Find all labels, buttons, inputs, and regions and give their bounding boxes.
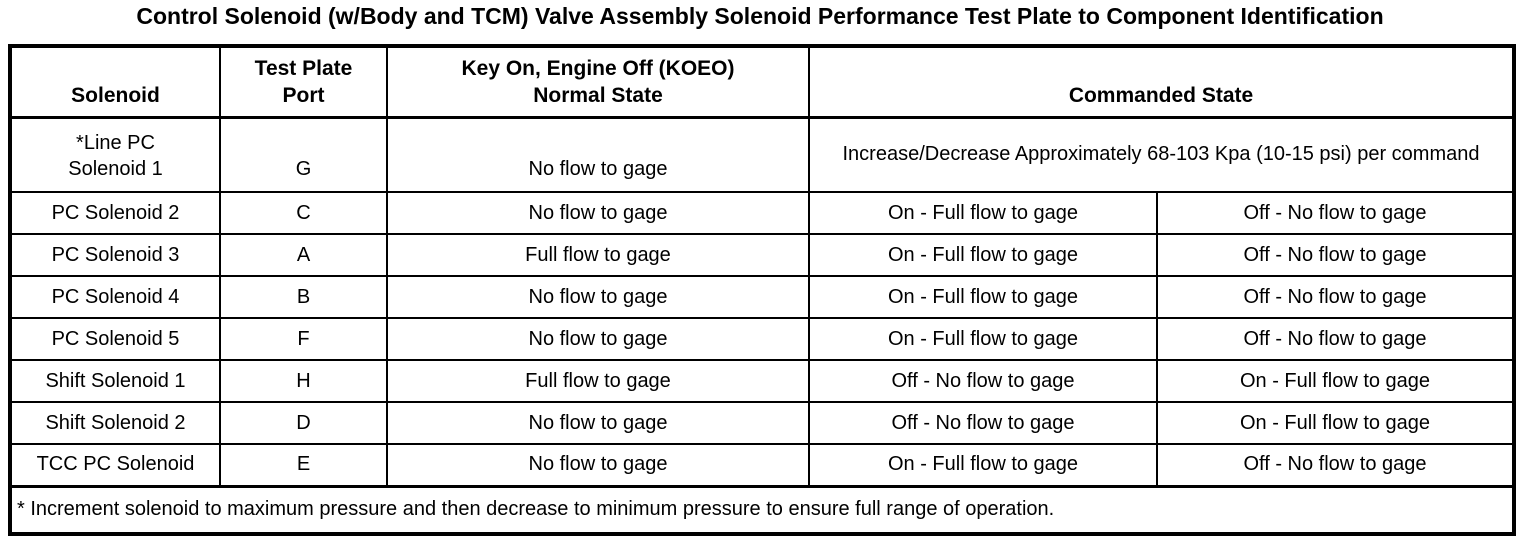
solenoid-cell: PC Solenoid 5 [9, 317, 221, 361]
normal-state-cell: No flow to gage [386, 116, 810, 193]
port-cell: F [219, 317, 388, 361]
solenoid-cell-line1: *Line PC [76, 132, 155, 154]
table-row: PC Solenoid 2 C No flow to gage On - Ful… [9, 191, 1515, 235]
header-solenoid-label: Solenoid [71, 83, 160, 107]
solenoid-cell: PC Solenoid 3 [9, 233, 221, 277]
port-cell: G [219, 116, 388, 193]
table-header-row: Solenoid Test Plate Port Key On, Engine … [9, 45, 1515, 119]
solenoid-cell: *Line PC Solenoid 1 [9, 116, 221, 193]
header-solenoid: Solenoid [9, 45, 221, 119]
commanded-right-cell: Off - No flow to gage [1156, 443, 1515, 487]
normal-state-cell: Full flow to gage [386, 359, 810, 403]
port-cell: D [219, 401, 388, 445]
port-cell: C [219, 191, 388, 235]
port-cell: B [219, 275, 388, 319]
solenoid-cell: PC Solenoid 2 [9, 191, 221, 235]
header-test-plate-port-line2: Port [282, 83, 325, 107]
table-row: PC Solenoid 3 A Full flow to gage On - F… [9, 233, 1515, 277]
header-test-plate-port: Test Plate Port [219, 45, 388, 119]
commanded-state-text: Increase/Decrease Approximately 68-103 K… [842, 143, 1480, 166]
header-commanded-state-label: Commanded State [1068, 83, 1254, 107]
table-row: TCC PC Solenoid E No flow to gage On - F… [9, 443, 1515, 487]
commanded-right-cell: On - Full flow to gage [1156, 401, 1515, 445]
port-cell: A [219, 233, 388, 277]
normal-state-cell: No flow to gage [386, 443, 810, 487]
commanded-left-cell: On - Full flow to gage [808, 233, 1158, 277]
solenoid-cell: PC Solenoid 4 [9, 275, 221, 319]
commanded-right-cell: Off - No flow to gage [1156, 233, 1515, 277]
table-row: *Line PC Solenoid 1 G No flow to gage In… [9, 116, 1515, 193]
port-cell: H [219, 359, 388, 403]
table-row: PC Solenoid 4 B No flow to gage On - Ful… [9, 275, 1515, 319]
commanded-right-cell: On - Full flow to gage [1156, 359, 1515, 403]
commanded-right-cell: Off - No flow to gage [1156, 317, 1515, 361]
commanded-left-cell: Off - No flow to gage [808, 401, 1158, 445]
commanded-left-cell: On - Full flow to gage [808, 443, 1158, 487]
commanded-left-cell: On - Full flow to gage [808, 317, 1158, 361]
footnote-cell: * Increment solenoid to maximum pressure… [9, 484, 1515, 535]
solenoid-cell: Shift Solenoid 2 [9, 401, 221, 445]
header-koeo-line1: Key On, Engine Off (KOEO) [461, 56, 735, 80]
commanded-right-cell: Off - No flow to gage [1156, 191, 1515, 235]
solenoid-performance-table: Solenoid Test Plate Port Key On, Engine … [8, 44, 1516, 536]
commanded-left-cell: On - Full flow to gage [808, 275, 1158, 319]
commanded-state-cell: Increase/Decrease Approximately 68-103 K… [808, 116, 1515, 193]
normal-state-cell: No flow to gage [386, 275, 810, 319]
solenoid-cell: TCC PC Solenoid [9, 443, 221, 487]
table-footnote-row: * Increment solenoid to maximum pressure… [9, 484, 1515, 535]
solenoid-cell: Shift Solenoid 1 [9, 359, 221, 403]
port-cell: E [219, 443, 388, 487]
table-row: Shift Solenoid 2 D No flow to gage Off -… [9, 401, 1515, 445]
normal-state-cell: No flow to gage [386, 401, 810, 445]
header-koeo-normal-state: Key On, Engine Off (KOEO) Normal State [386, 45, 810, 119]
table-row: Shift Solenoid 1 H Full flow to gage Off… [9, 359, 1515, 403]
commanded-left-cell: Off - No flow to gage [808, 359, 1158, 403]
normal-state-cell: No flow to gage [386, 317, 810, 361]
normal-state-cell: No flow to gage [386, 191, 810, 235]
solenoid-cell-line2: Solenoid 1 [68, 158, 163, 180]
page-title: Control Solenoid (w/Body and TCM) Valve … [136, 3, 1384, 29]
commanded-left-cell: On - Full flow to gage [808, 191, 1158, 235]
header-test-plate-port-line1: Test Plate [254, 56, 353, 80]
commanded-right-cell: Off - No flow to gage [1156, 275, 1515, 319]
header-commanded-state: Commanded State [808, 45, 1515, 119]
table-row: PC Solenoid 5 F No flow to gage On - Ful… [9, 317, 1515, 361]
normal-state-cell: Full flow to gage [386, 233, 810, 277]
header-koeo-line2: Normal State [533, 83, 663, 107]
